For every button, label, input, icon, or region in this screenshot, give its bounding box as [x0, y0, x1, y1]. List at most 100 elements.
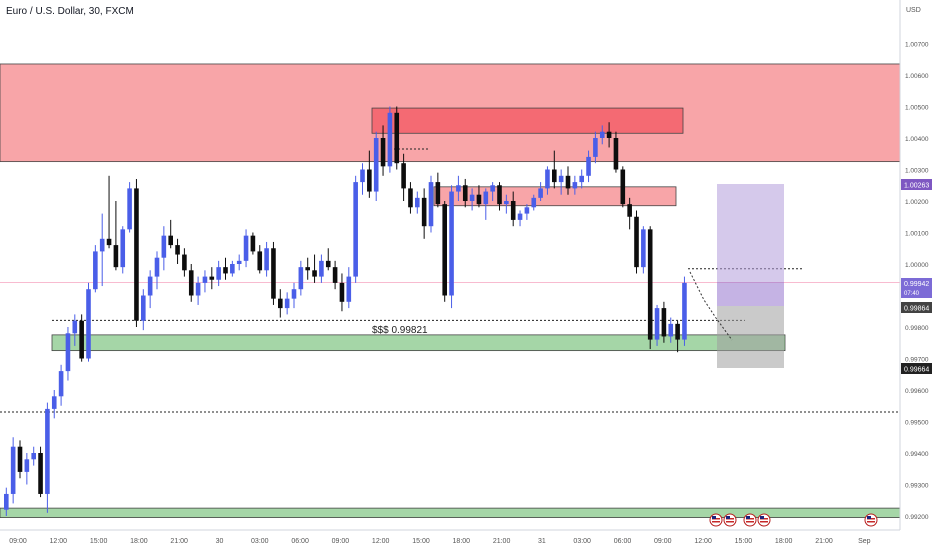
candle: [408, 182, 413, 214]
candle-body: [682, 282, 687, 340]
candle: [79, 314, 84, 362]
candle: [4, 487, 9, 516]
candle-body: [387, 112, 393, 167]
candle: [291, 282, 297, 309]
candle-body: [483, 191, 489, 205]
candle: [10, 437, 16, 504]
candle-body: [312, 270, 317, 277]
candle-body: [24, 459, 30, 472]
candle-body: [127, 188, 132, 230]
candle: [230, 260, 235, 277]
candle: [65, 327, 71, 381]
candle: [127, 182, 132, 233]
price-label-p2-countdown: 07:40: [904, 291, 920, 297]
candle-body: [243, 235, 249, 261]
candle-body: [195, 282, 201, 296]
candle-body: [552, 169, 557, 183]
candle-body: [284, 298, 290, 309]
candle: [188, 264, 194, 302]
currency-label: USD: [906, 7, 921, 14]
x-tick-label: 15:00: [90, 538, 108, 545]
candle-body: [113, 245, 119, 268]
candle: [586, 150, 591, 183]
candle-body: [360, 169, 365, 183]
candle-body: [531, 197, 537, 208]
us-flag-icon[interactable]: [864, 513, 878, 527]
candle: [668, 317, 674, 343]
x-tick-label: 12:00: [372, 538, 390, 545]
candle: [298, 260, 304, 296]
candle-body: [675, 323, 680, 340]
candle-body: [141, 295, 146, 321]
x-tick-label: 09:00: [654, 538, 672, 545]
candle: [579, 169, 584, 189]
x-tick-label: 09:00: [332, 538, 350, 545]
candle: [312, 254, 317, 283]
x-tick-label: 03:00: [251, 538, 269, 545]
candle-body: [72, 320, 78, 334]
candle: [476, 185, 482, 208]
candle: [497, 182, 502, 211]
candle-body: [469, 194, 475, 201]
price-label-p4: 0.99664: [901, 363, 932, 374]
candle-body: [168, 235, 173, 246]
candle-body: [490, 185, 495, 192]
candle: [319, 254, 324, 283]
candle: [271, 241, 276, 305]
us-flag-icon[interactable]: [757, 513, 771, 527]
candle: [346, 267, 352, 309]
candles-layer: [4, 106, 687, 516]
candle: [353, 175, 358, 283]
price-label-p3-text: 0.99864: [904, 306, 929, 313]
y-tick-label: 1.00500: [905, 105, 929, 112]
candle-body: [58, 371, 64, 397]
candle-body: [86, 289, 91, 359]
time-axis[interactable]: 09:00 12:00 15:00 18:00 21:00 30 03:00 06:00 09:…: [0, 529, 932, 550]
candle-body: [538, 188, 543, 198]
candle: [360, 163, 365, 195]
candle: [449, 185, 454, 309]
y-tick-label: 0.99200: [905, 514, 929, 521]
candle-body: [325, 260, 331, 268]
candle-body: [4, 493, 9, 510]
us-flag-icon[interactable]: [743, 513, 757, 527]
candle-body: [154, 257, 160, 277]
us-flag-icon[interactable]: [723, 513, 737, 527]
y-tick-label: 1.00300: [905, 168, 929, 175]
y-tick-label: 0.99700: [905, 357, 929, 364]
candle: [305, 257, 310, 280]
x-tick-label: 06:00: [614, 538, 632, 545]
candle-body: [476, 194, 482, 205]
price-axis-background: [900, 0, 932, 550]
position-target-area[interactable]: [717, 184, 784, 282]
candle-body: [264, 248, 269, 271]
event-icons[interactable]: [709, 513, 878, 527]
price-axis[interactable]: USD 1.007001.006001.005001.004001.003001…: [899, 0, 932, 550]
candle-body: [236, 260, 242, 264]
us-flag-icon[interactable]: [709, 513, 723, 527]
price-label-p2: 0.99942 07:40: [901, 278, 932, 298]
candle: [99, 213, 105, 287]
candle: [284, 292, 290, 315]
candle: [565, 166, 571, 195]
candle: [510, 191, 516, 227]
price-label-p2-text: 0.99942: [904, 281, 929, 288]
candle-body: [319, 260, 324, 277]
position-tool[interactable]: [717, 184, 784, 368]
candle: [401, 153, 406, 201]
candle-body: [435, 182, 441, 205]
position-stop-area[interactable]: [717, 306, 784, 368]
x-tick-label: 31: [538, 538, 546, 545]
candle-body: [353, 182, 358, 277]
candle-body: [99, 238, 105, 252]
time-axis-background: [0, 530, 932, 550]
candle: [462, 178, 468, 208]
position-entry-area[interactable]: [717, 282, 784, 306]
candle: [216, 260, 221, 287]
candle-body: [134, 188, 139, 321]
candle: [195, 276, 201, 305]
price-label-p4-text: 0.99664: [904, 367, 929, 374]
candle-body: [230, 264, 235, 274]
candle: [332, 260, 338, 290]
